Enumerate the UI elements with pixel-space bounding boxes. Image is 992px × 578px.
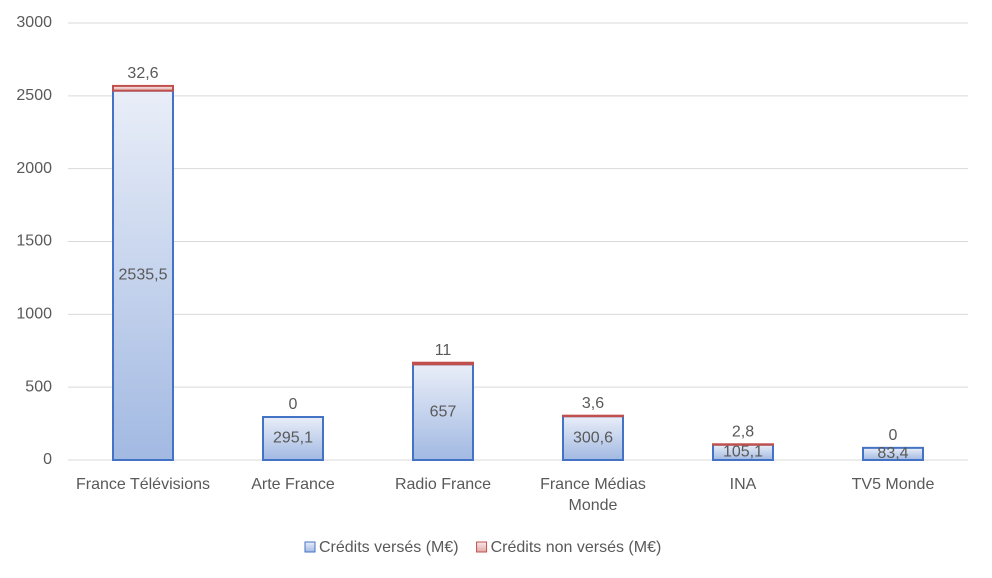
data-label: 3,6 <box>582 395 604 412</box>
x-tick-label: TV5 Monde <box>851 476 935 493</box>
data-label: 11 <box>435 342 452 359</box>
data-label: 105,1 <box>723 444 763 461</box>
bar-segment <box>562 415 624 461</box>
y-tick-label: 2000 <box>16 160 52 177</box>
data-label: 295,1 <box>273 430 313 447</box>
y-tick-label: 500 <box>25 378 52 395</box>
data-label: 300,6 <box>573 429 613 446</box>
bar-segment <box>112 89 174 461</box>
y-tick-label: 1500 <box>16 233 52 250</box>
legend-label: Crédits non versés (M€) <box>491 539 662 556</box>
bar-segment <box>562 414 624 418</box>
x-tick-label: Radio France <box>394 476 492 493</box>
data-label: 2,8 <box>732 424 754 441</box>
x-tick-label: France Médias Monde <box>540 476 646 514</box>
bar-segment <box>262 416 324 461</box>
data-label: 657 <box>430 403 457 420</box>
y-tick-label: 3000 <box>16 14 52 31</box>
legend-swatch <box>304 541 316 553</box>
y-tick-label: 2500 <box>16 87 52 104</box>
data-label: 2535,5 <box>119 267 168 284</box>
legend-label: Crédits versés (M€) <box>319 539 459 556</box>
y-tick-label: 1000 <box>16 306 52 323</box>
data-label: 32,6 <box>127 65 158 82</box>
x-tick-label: France Télévisions <box>76 476 210 493</box>
y-tick-label: 0 <box>43 451 52 468</box>
data-label: 0 <box>889 427 898 444</box>
bar-segment <box>412 361 474 366</box>
legend-swatch <box>476 541 488 553</box>
bar-segment <box>412 363 474 461</box>
x-tick-label: Arte France <box>251 476 335 493</box>
bar-segment <box>112 84 174 92</box>
data-label: 0 <box>289 396 298 413</box>
bar-segment <box>862 446 924 462</box>
data-label: 83,4 <box>877 445 908 462</box>
x-tick-label: INA <box>729 476 757 493</box>
